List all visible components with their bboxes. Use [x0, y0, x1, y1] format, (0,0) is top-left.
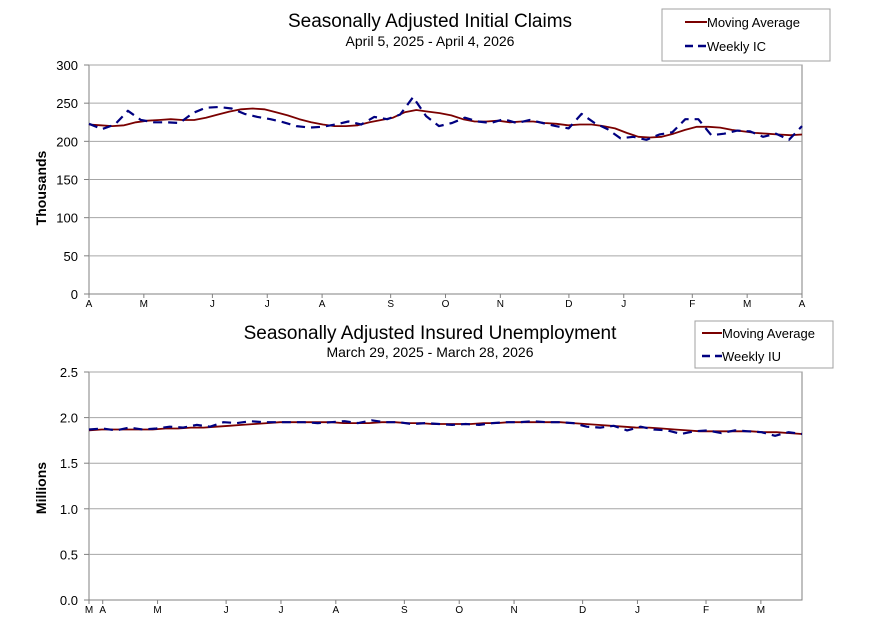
chart1-y-tick-label: 0 — [71, 287, 78, 302]
chart2-month-label: M — [153, 605, 161, 616]
chart1-month-label: A — [86, 299, 93, 310]
initial-claims-chart: Seasonally Adjusted Initial Claims April… — [33, 8, 831, 310]
chart2-y-tick-label: 2.0 — [60, 411, 78, 426]
chart1-legend-box — [661, 8, 831, 62]
chart1-month-label: J — [210, 299, 215, 310]
chart2-y-tick-label: 2.5 — [60, 365, 78, 380]
chart1-moving-average-line — [88, 107, 803, 139]
chart1-legend: Moving Average Weekly IC — [661, 8, 831, 62]
chart1-subtitle: April 5, 2025 - April 4, 2026 — [346, 33, 515, 49]
chart1-y-tick-label: 300 — [56, 58, 78, 73]
chart1-month-label: D — [565, 299, 572, 310]
chart1-y-tick-label: 250 — [56, 96, 78, 111]
chart1-legend-ma-label: Moving Average — [707, 15, 800, 30]
chart2-month-label: M — [757, 605, 765, 616]
chart2-month-label: O — [455, 605, 463, 616]
chart2-weekly-line — [88, 419, 803, 437]
chart2-month-label: A — [99, 605, 106, 616]
chart2-subtitle: March 29, 2025 - March 28, 2026 — [326, 344, 533, 360]
chart2-month-label: J — [224, 605, 229, 616]
chart2-month-label: D — [579, 605, 586, 616]
chart1-month-label: M — [140, 299, 148, 310]
chart1-month-label: F — [689, 299, 695, 310]
chart1-y-tick-label: 50 — [64, 249, 78, 264]
chart1-series-lines — [88, 95, 803, 141]
chart1-weekly-line — [88, 95, 803, 141]
chart2-legend-ma-label: Moving Average — [722, 326, 815, 341]
chart2-month-label: F — [703, 605, 709, 616]
chart1-month-label: J — [265, 299, 270, 310]
chart1-month-label: O — [442, 299, 450, 310]
chart1-y-ticks: 0 50 100 150 200 250 300 — [56, 58, 89, 302]
chart1-month-label: J — [621, 299, 626, 310]
insured-unemployment-chart: Seasonally Adjusted Insured Unemployment… — [33, 320, 834, 616]
chart1-legend-weekly-label: Weekly IC — [707, 39, 766, 54]
chart2-title: Seasonally Adjusted Insured Unemployment — [244, 323, 618, 344]
chart2-month-label: J — [635, 605, 640, 616]
chart1-month-label: A — [799, 299, 806, 310]
chart1-month-label: M — [743, 299, 751, 310]
chart2-month-label: M — [85, 605, 93, 616]
chart1-y-axis-label: Thousands — [33, 150, 49, 225]
chart2-gridlines — [89, 371, 802, 555]
chart2-y-axis-label: Millions — [33, 462, 49, 514]
chart2-legend-box — [694, 320, 834, 369]
chart2-month-label: J — [278, 605, 283, 616]
chart2-y-tick-label: 0.0 — [60, 593, 78, 608]
chart2-y-ticks: 0.0 0.5 1.0 1.5 2.0 2.5 — [60, 365, 89, 608]
chart1-gridlines — [89, 64, 802, 257]
chart1-y-tick-label: 150 — [56, 173, 78, 188]
chart1-month-label: N — [497, 299, 504, 310]
chart1-y-tick-label: 100 — [56, 211, 78, 226]
chart2-month-label: A — [332, 605, 339, 616]
chart2-legend-weekly-label: Weekly IU — [722, 349, 781, 364]
chart2-series-lines — [88, 419, 803, 437]
chart2-y-tick-label: 1.5 — [60, 456, 78, 471]
chart1-y-tick-label: 200 — [56, 134, 78, 149]
chart1-month-label: A — [319, 299, 326, 310]
chart2-month-label: S — [401, 605, 408, 616]
chart1-month-label: S — [387, 299, 394, 310]
chart1-title: Seasonally Adjusted Initial Claims — [288, 11, 572, 32]
chart2-y-tick-label: 1.0 — [60, 502, 78, 517]
chart2-month-label: N — [510, 605, 517, 616]
chart2-plot-area — [88, 371, 803, 601]
chart2-legend: Moving Average Weekly IU — [694, 320, 834, 369]
chart2-y-tick-label: 0.5 — [60, 547, 78, 562]
